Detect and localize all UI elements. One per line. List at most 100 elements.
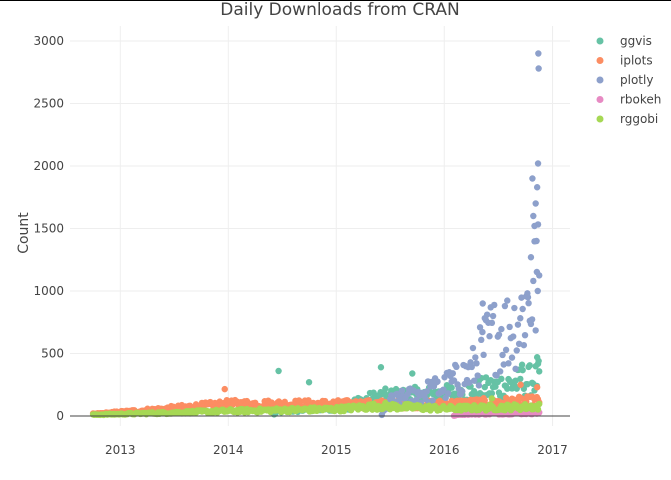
point-rggobi[interactable]	[536, 400, 543, 408]
point-iplots[interactable]	[517, 381, 524, 388]
point-plotly[interactable]	[530, 277, 537, 285]
point-plotly[interactable]	[505, 360, 512, 367]
legend-marker	[596, 96, 604, 103]
point-ggvis[interactable]	[377, 364, 385, 371]
point-ggvis[interactable]	[305, 379, 313, 386]
point-plotly[interactable]	[469, 344, 477, 352]
point-plotly[interactable]	[508, 354, 516, 361]
point-plotly[interactable]	[501, 302, 509, 310]
point-ggvis[interactable]	[536, 368, 543, 375]
point-plotly[interactable]	[498, 325, 505, 333]
point-plotly[interactable]	[535, 50, 542, 57]
point-plotly[interactable]	[423, 388, 431, 395]
point-plotly[interactable]	[491, 301, 498, 309]
point-plotly[interactable]	[475, 382, 483, 389]
point-plotly[interactable]	[521, 331, 529, 339]
point-plotly[interactable]	[440, 386, 447, 393]
point-plotly[interactable]	[429, 397, 436, 404]
point-plotly[interactable]	[531, 222, 538, 230]
point-plotly[interactable]	[529, 175, 536, 182]
point-plotly[interactable]	[534, 160, 542, 167]
point-plotly[interactable]	[513, 347, 520, 354]
point-ggvis[interactable]	[526, 362, 533, 369]
point-ggvis[interactable]	[519, 366, 526, 374]
point-plotly[interactable]	[468, 363, 475, 371]
legend-item-rggobi[interactable]: rggobi	[596, 112, 659, 126]
point-ggvis[interactable]	[482, 374, 490, 381]
point-ggvis[interactable]	[382, 385, 389, 392]
point-iplots[interactable]	[305, 397, 312, 404]
point-plotly[interactable]	[496, 368, 504, 375]
point-plotly[interactable]	[489, 312, 497, 320]
point-plotly[interactable]	[470, 377, 478, 384]
legend-marker	[596, 76, 604, 84]
point-plotly[interactable]	[530, 212, 537, 220]
point-iplots[interactable]	[221, 385, 228, 393]
legend-item-plotly[interactable]: plotly	[596, 73, 654, 87]
point-plotly[interactable]	[449, 370, 457, 377]
point-ggvis[interactable]	[481, 383, 488, 391]
point-plotly[interactable]	[444, 390, 452, 397]
point-plotly[interactable]	[517, 315, 524, 322]
point-ggvis[interactable]	[504, 385, 511, 392]
point-plotly[interactable]	[528, 316, 536, 323]
point-ggvis[interactable]	[275, 367, 282, 375]
point-plotly[interactable]	[519, 305, 526, 313]
point-plotly[interactable]	[536, 272, 543, 279]
point-plotly[interactable]	[533, 237, 540, 245]
point-plotly[interactable]	[532, 327, 539, 334]
point-plotly[interactable]	[479, 300, 486, 307]
point-plotly[interactable]	[509, 333, 517, 340]
point-plotly[interactable]	[483, 311, 491, 318]
point-plotly[interactable]	[520, 341, 528, 349]
point-plotly[interactable]	[495, 331, 503, 338]
point-ggvis[interactable]	[517, 375, 524, 383]
point-plotly[interactable]	[525, 299, 532, 307]
legend-item-rbokeh[interactable]: rbokeh	[596, 93, 662, 107]
point-ggvis[interactable]	[488, 390, 496, 397]
point-plotly[interactable]	[488, 319, 496, 327]
point-plotly[interactable]	[533, 184, 541, 191]
point-plotly[interactable]	[479, 328, 486, 336]
point-plotly[interactable]	[524, 294, 532, 301]
point-plotly[interactable]	[474, 372, 481, 379]
point-plotly[interactable]	[453, 363, 460, 371]
point-plotly[interactable]	[511, 304, 518, 312]
point-rggobi[interactable]	[488, 395, 496, 402]
point-plotly[interactable]	[404, 390, 412, 398]
point-plotly[interactable]	[499, 351, 506, 359]
point-plotly[interactable]	[472, 354, 479, 361]
point-ggvis[interactable]	[518, 361, 526, 368]
point-plotly[interactable]	[459, 388, 466, 395]
point-iplots[interactable]	[533, 384, 541, 391]
point-plotly[interactable]	[398, 387, 406, 394]
point-plotly[interactable]	[502, 346, 510, 354]
legend-item-ggvis[interactable]: ggvis	[596, 34, 652, 48]
point-ggvis[interactable]	[513, 385, 520, 392]
point-ggvis[interactable]	[409, 370, 416, 377]
points-layer[interactable]	[89, 50, 543, 419]
x-tick-label: 2013	[105, 443, 136, 457]
point-ggvis[interactable]	[535, 357, 542, 365]
point-ggvis[interactable]	[498, 375, 505, 383]
point-plotly[interactable]	[506, 323, 513, 331]
legend-item-iplots[interactable]: iplots	[596, 54, 653, 68]
point-rggobi[interactable]	[534, 406, 542, 413]
point-plotly[interactable]	[527, 254, 535, 261]
point-plotly[interactable]	[514, 321, 522, 328]
point-plotly[interactable]	[535, 65, 542, 72]
series-rggobi[interactable]	[89, 395, 543, 419]
point-plotly[interactable]	[534, 287, 541, 295]
point-plotly[interactable]	[532, 200, 539, 207]
point-plotly[interactable]	[478, 336, 485, 344]
legend-label: iplots	[620, 54, 653, 68]
point-plotly[interactable]	[434, 378, 441, 385]
point-plotly[interactable]	[476, 324, 484, 331]
point-plotly[interactable]	[512, 365, 519, 373]
point-ggvis[interactable]	[448, 384, 455, 391]
point-plotly[interactable]	[504, 297, 511, 304]
point-plotly[interactable]	[480, 351, 487, 359]
legend[interactable]: ggvis iplots plotly rbokeh rggobi	[596, 34, 662, 126]
point-plotly[interactable]	[486, 333, 493, 340]
point-plotly[interactable]	[473, 360, 480, 367]
